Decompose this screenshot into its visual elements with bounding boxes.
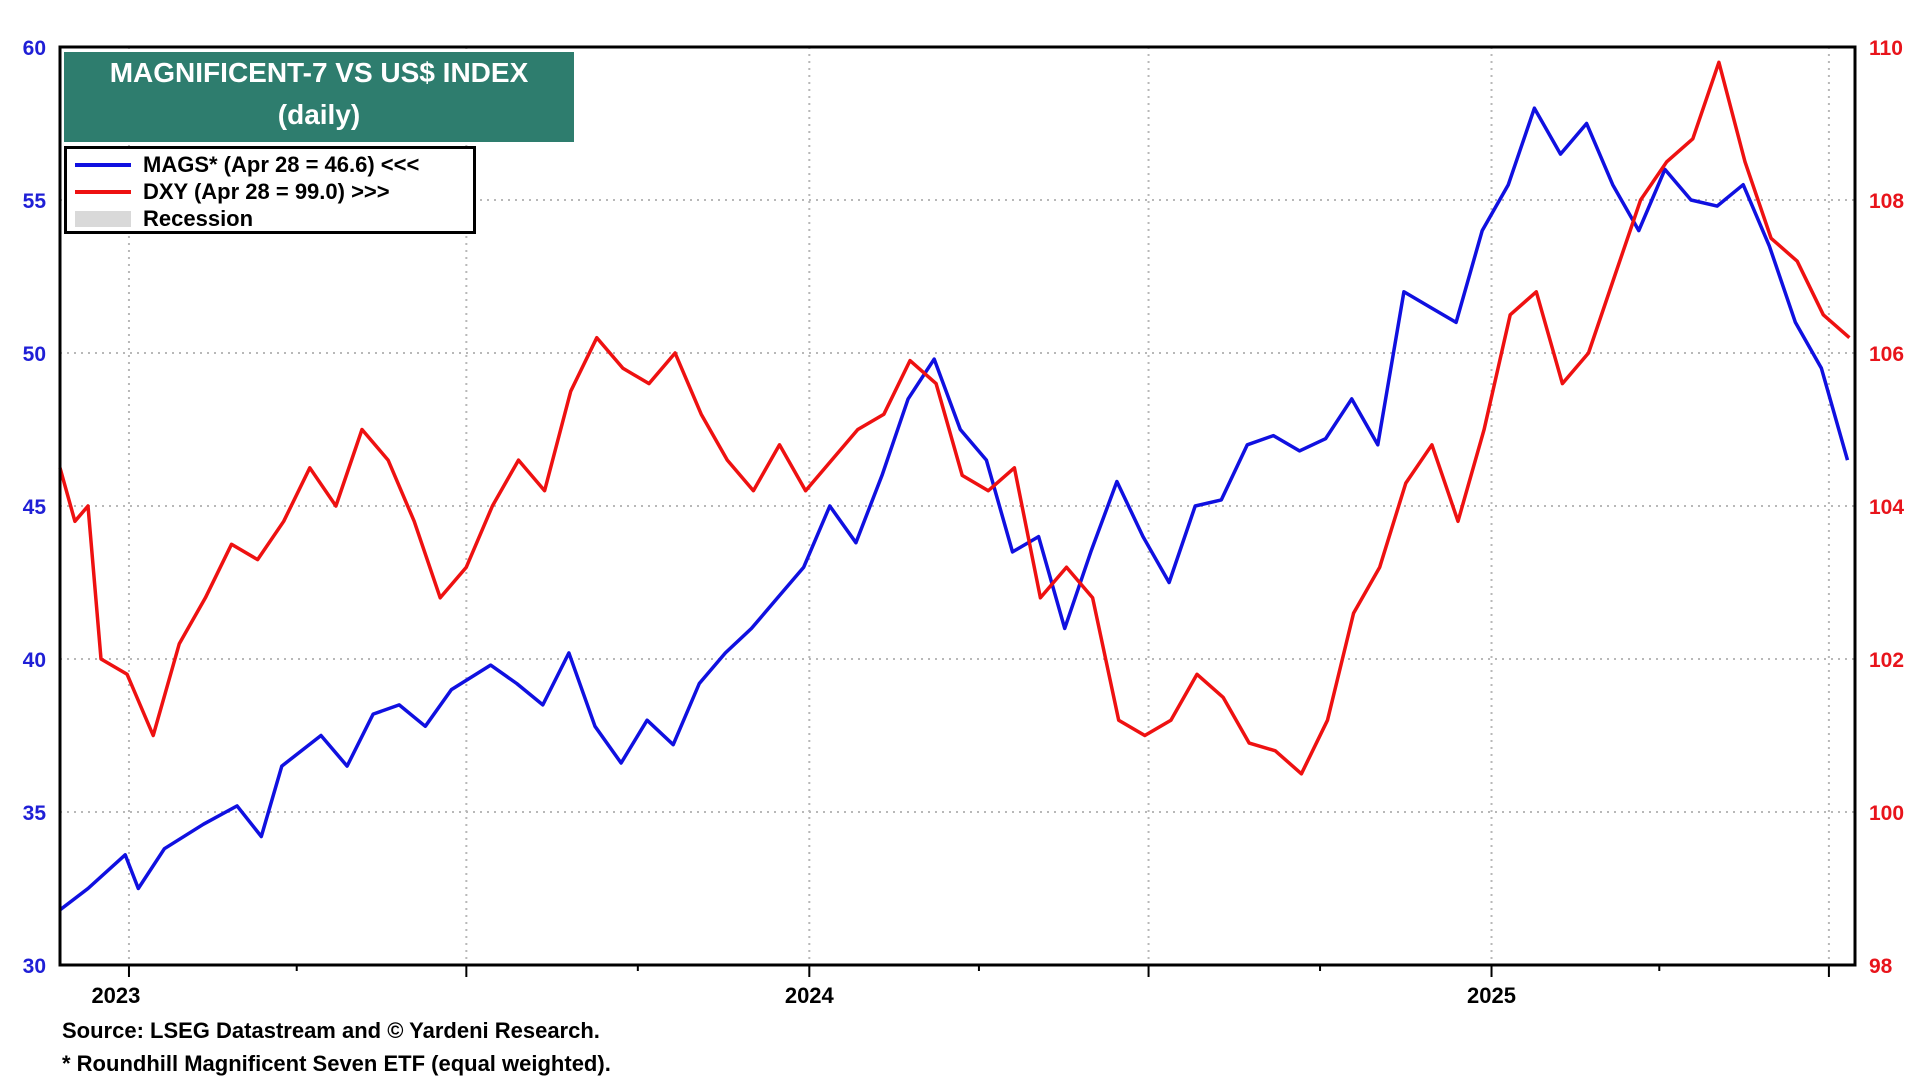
x-tick-label: 2025 xyxy=(1467,983,1516,1008)
right-tick-label: 106 xyxy=(1869,343,1904,366)
footnote: * Roundhill Magnificent Seven ETF (equal… xyxy=(62,1051,611,1076)
left-tick-label: 60 xyxy=(23,37,46,60)
left-tick-label: 55 xyxy=(23,190,47,213)
legend-label-dxy: DXY (Apr 28 = 99.0) >>> xyxy=(143,179,390,204)
chart-title-box: MAGNIFICENT-7 VS US$ INDEX (daily) xyxy=(64,52,574,142)
legend-label-recession: Recession xyxy=(143,206,254,231)
legend: MAGS* (Apr 28 = 46.6) <<< DXY (Apr 28 = … xyxy=(64,146,476,234)
source-note: Source: LSEG Datastream and © Yardeni Re… xyxy=(62,1018,600,1043)
right-tick-label: 102 xyxy=(1869,649,1904,672)
x-axis-labels: 2023 2024 2025 xyxy=(91,983,1516,1008)
left-tick-label: 30 xyxy=(23,955,46,978)
right-axis-labels: 98 100 102 104 106 108 110 xyxy=(1869,37,1904,978)
tick-marks xyxy=(127,965,1830,977)
x-tick-label: 2024 xyxy=(785,983,835,1008)
left-tick-label: 45 xyxy=(23,496,47,519)
x-tick-label: 2023 xyxy=(91,983,140,1008)
legend-entry-dxy: DXY (Apr 28 = 99.0) >>> xyxy=(75,179,390,205)
series xyxy=(58,60,1851,912)
left-tick-label: 35 xyxy=(23,802,47,825)
legend-entry-recession: Recession xyxy=(75,206,253,232)
series-line-mags xyxy=(58,106,1850,912)
chart-subtitle: (daily) xyxy=(277,99,361,130)
left-axis-labels: 30 35 40 45 50 55 60 xyxy=(23,37,47,978)
legend-swatch-mags xyxy=(75,163,131,167)
right-tick-label: 108 xyxy=(1869,190,1904,213)
left-tick-label: 50 xyxy=(23,343,46,366)
right-tick-label: 98 xyxy=(1869,955,1893,978)
legend-swatch-dxy xyxy=(75,190,131,194)
right-tick-label: 100 xyxy=(1869,802,1904,825)
grid xyxy=(60,47,1855,965)
chart-title: MAGNIFICENT-7 VS US$ INDEX xyxy=(109,57,529,88)
right-tick-label: 104 xyxy=(1869,496,1904,519)
series-line-dxy xyxy=(58,60,1851,776)
legend-label-mags: MAGS* (Apr 28 = 46.6) <<< xyxy=(143,152,420,177)
left-tick-label: 40 xyxy=(23,649,46,672)
legend-entry-mags: MAGS* (Apr 28 = 46.6) <<< xyxy=(75,152,419,178)
right-tick-label: 110 xyxy=(1869,37,1903,60)
plot-frame xyxy=(58,45,1857,967)
legend-swatch-recession xyxy=(75,211,131,227)
